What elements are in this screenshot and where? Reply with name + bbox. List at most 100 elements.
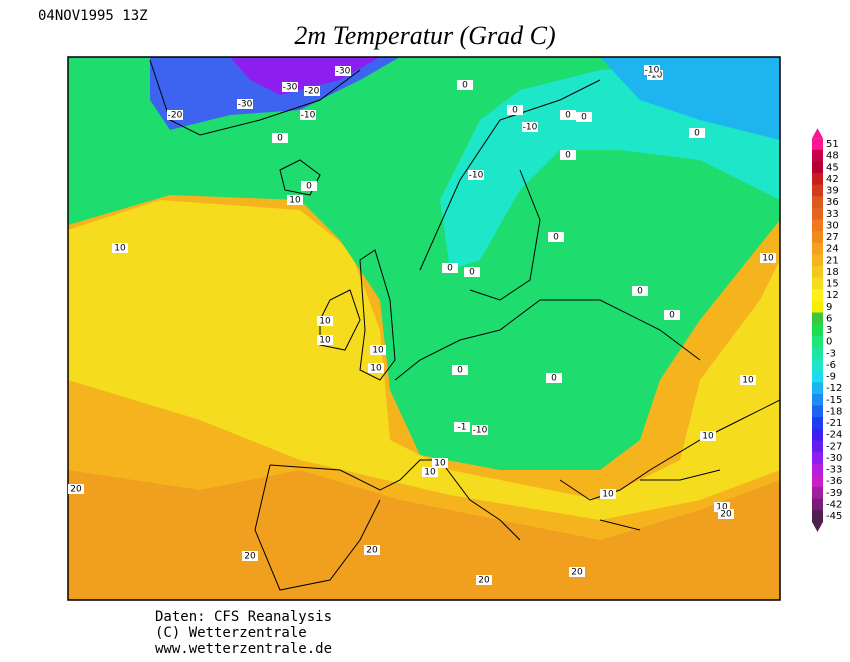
contour-label-bg bbox=[68, 484, 84, 494]
contour-label-bg bbox=[700, 431, 716, 441]
contour-label: -20 bbox=[168, 111, 183, 121]
colorbar-segment bbox=[812, 510, 823, 523]
colorbar-label: -9 bbox=[826, 372, 836, 383]
colorbar-segment bbox=[812, 219, 823, 232]
contour-label: -30 bbox=[238, 100, 253, 110]
contour-label-bg bbox=[237, 99, 253, 109]
colorbar-segment bbox=[812, 382, 823, 395]
contour-label: 0 bbox=[694, 129, 700, 139]
contour-label: -1 bbox=[458, 423, 467, 433]
contour-label-bg bbox=[560, 110, 576, 120]
colorbar-label: -24 bbox=[826, 430, 842, 441]
contour-label: -30 bbox=[336, 67, 351, 77]
colorbar-segment bbox=[812, 161, 823, 174]
colorbar-segment bbox=[812, 312, 823, 325]
contour-label: -10 bbox=[645, 66, 660, 76]
colorbar-segment bbox=[812, 324, 823, 337]
colorbar-label: -36 bbox=[826, 476, 842, 487]
contour-label-bg bbox=[468, 170, 484, 180]
contour-label: 10 bbox=[762, 254, 774, 264]
contour-label: -10 bbox=[473, 426, 488, 436]
contour-label: 0 bbox=[469, 268, 475, 278]
contour-label: 0 bbox=[565, 151, 571, 161]
contour-label: -10 bbox=[301, 111, 316, 121]
contour-label: 0 bbox=[669, 311, 675, 321]
colorbar-segment bbox=[812, 463, 823, 476]
contour-label-bg bbox=[300, 110, 316, 120]
colorbar-label: 6 bbox=[826, 313, 832, 324]
contour-label-bg bbox=[472, 425, 488, 435]
contour-label-bg bbox=[282, 82, 298, 92]
contour-label-bg bbox=[464, 267, 480, 277]
contour-label: 0 bbox=[581, 113, 587, 123]
date-label: 04NOV1995 13Z bbox=[38, 8, 148, 24]
colorbar-segment bbox=[812, 138, 823, 151]
colorbar-label: 18 bbox=[826, 267, 839, 278]
contour-label-bg bbox=[454, 422, 470, 432]
colorbar-segment bbox=[812, 475, 823, 488]
colorbar-segment bbox=[812, 347, 823, 360]
contour-label: 0 bbox=[553, 233, 559, 243]
contour-label-bg bbox=[422, 467, 438, 477]
contour-label-bg bbox=[476, 575, 492, 585]
contour-label: 20 bbox=[244, 552, 256, 562]
contour-label-bg bbox=[442, 263, 458, 273]
contour-label-bg bbox=[760, 253, 776, 263]
colorbar-segment bbox=[812, 370, 823, 383]
footer-line: Daten: CFS Reanalysis bbox=[155, 609, 332, 625]
contour-label: 0 bbox=[512, 106, 518, 116]
colorbar-label: 39 bbox=[826, 186, 839, 197]
colorbar-label: -27 bbox=[826, 441, 842, 452]
contour-label: 0 bbox=[551, 374, 557, 384]
contour-label-bg bbox=[546, 373, 562, 383]
colorbar-label: -15 bbox=[826, 395, 842, 406]
contour-label: 10 bbox=[319, 336, 331, 346]
colorbar-segment bbox=[812, 335, 823, 348]
colorbar-bottom-arrow bbox=[812, 521, 823, 532]
contour-label: 20 bbox=[366, 546, 378, 556]
contour-label-bg bbox=[548, 232, 564, 242]
colorbar-label: 9 bbox=[826, 302, 832, 313]
contour-label: 10 bbox=[716, 503, 728, 513]
contour-label: 0 bbox=[447, 264, 453, 274]
colorbar-label: 36 bbox=[826, 197, 839, 208]
colorbar-top-arrow bbox=[812, 128, 823, 139]
contour-label-bg bbox=[576, 112, 592, 122]
colorbar-segment bbox=[812, 207, 823, 221]
map-area bbox=[67, 56, 781, 601]
contour-label-bg bbox=[301, 181, 317, 191]
colorbar-segment bbox=[812, 498, 823, 511]
colorbar-segment bbox=[812, 184, 823, 197]
colder-region bbox=[600, 57, 780, 140]
contour-label: -30 bbox=[283, 83, 298, 93]
colorbar-label: -18 bbox=[826, 406, 842, 417]
contour-label: 10 bbox=[319, 317, 331, 327]
colorbar-segment bbox=[812, 173, 823, 186]
mild-region bbox=[68, 200, 780, 520]
contour-label-bg bbox=[335, 66, 351, 76]
contour-label: -10 bbox=[648, 71, 663, 81]
contour-label-bg bbox=[370, 345, 386, 355]
contour-label: 20 bbox=[70, 485, 82, 495]
contour-label-bg bbox=[432, 458, 448, 468]
contour-label: 10 bbox=[702, 432, 714, 442]
colorbar-label: -39 bbox=[826, 488, 842, 499]
contour-label: 10 bbox=[742, 376, 754, 386]
footer-line: www.wetterzentrale.de bbox=[155, 641, 332, 657]
contour-label: 10 bbox=[370, 364, 382, 374]
contour-label: 0 bbox=[457, 366, 463, 376]
contour-label: 20 bbox=[720, 510, 732, 520]
contour-label: 0 bbox=[637, 287, 643, 297]
colorbar-label: -30 bbox=[826, 453, 842, 464]
contour-label-bg bbox=[600, 489, 616, 499]
contour-label: 0 bbox=[565, 111, 571, 121]
contour-label: 10 bbox=[424, 468, 436, 478]
colorbar-label: 42 bbox=[826, 174, 839, 185]
colorbar-segment bbox=[812, 231, 823, 244]
colorbar-segment bbox=[812, 359, 823, 372]
colorbar-segment bbox=[812, 417, 823, 430]
colorbar-segment bbox=[812, 405, 823, 418]
colorbar-label: -6 bbox=[826, 360, 836, 371]
contour-label: 20 bbox=[571, 568, 583, 578]
colorbar-label: 15 bbox=[826, 279, 839, 290]
